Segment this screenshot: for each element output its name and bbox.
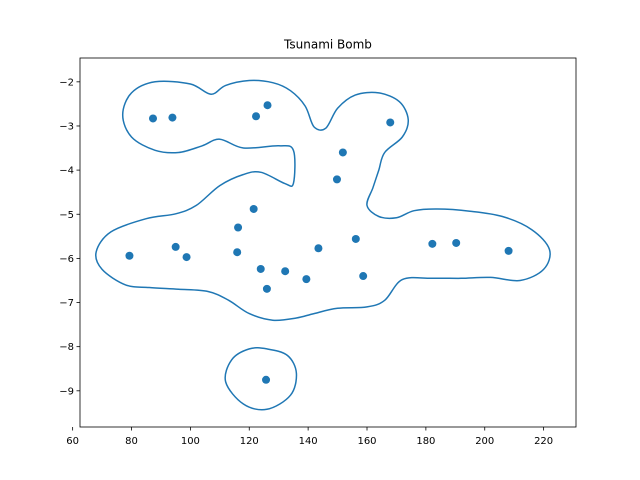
- chart-title: Tsunami Bomb: [283, 38, 372, 52]
- scatter-point: [125, 251, 134, 260]
- scatter-point: [332, 175, 341, 184]
- y-axis: −9 −8 −7 −6 −5 −4 −3 −2: [59, 77, 80, 397]
- y-tick-label: −3: [59, 121, 74, 132]
- points-layer: [125, 101, 513, 384]
- scatter-point: [504, 246, 513, 255]
- scatter-point: [314, 244, 323, 253]
- y-tick-label: −5: [59, 210, 74, 221]
- scatter-point: [386, 118, 395, 127]
- plot-frame: [79, 57, 577, 428]
- scatter-point: [302, 275, 311, 284]
- x-tick-label: 100: [181, 436, 200, 447]
- scatter-point: [338, 148, 347, 157]
- contour-layer: [95, 79, 551, 411]
- scatter-point: [281, 267, 290, 276]
- scatter-point: [351, 234, 360, 243]
- scatter-point: [234, 223, 243, 232]
- x-tick-label: 220: [534, 436, 553, 447]
- x-tick-label: 80: [125, 436, 138, 447]
- y-tick-label: −9: [59, 386, 74, 397]
- contour-line-2: [224, 347, 298, 411]
- y-tick-label: −2: [59, 77, 74, 88]
- y-tick-label: −4: [59, 166, 74, 177]
- y-tick-label: −8: [59, 342, 74, 353]
- x-tick-label: 160: [357, 436, 376, 447]
- scatter-point: [182, 253, 191, 262]
- y-tick-label: −6: [59, 254, 74, 265]
- x-tick-label: 180: [416, 436, 435, 447]
- x-axis: 60 80 100 120 140 160 180 200 220: [66, 427, 553, 447]
- scatter-point: [149, 114, 158, 123]
- scatter-point: [252, 112, 261, 121]
- scatter-point: [233, 248, 242, 257]
- scatter-point: [262, 284, 271, 293]
- x-tick-label: 200: [475, 436, 494, 447]
- scatter-point: [171, 242, 180, 251]
- scatter-point: [428, 239, 437, 248]
- x-tick-label: 120: [240, 436, 259, 447]
- scatter-point: [256, 264, 265, 273]
- x-tick-label: 140: [299, 436, 318, 447]
- scatter-point: [263, 101, 272, 110]
- scatter-point: [168, 113, 177, 122]
- scatter-point: [359, 272, 368, 281]
- x-tick-label: 60: [66, 436, 79, 447]
- contour-line-1: [95, 79, 551, 322]
- scatter-point: [249, 204, 258, 213]
- scatter-point: [262, 375, 271, 384]
- y-tick-label: −7: [59, 298, 74, 309]
- scatter-point: [452, 238, 461, 247]
